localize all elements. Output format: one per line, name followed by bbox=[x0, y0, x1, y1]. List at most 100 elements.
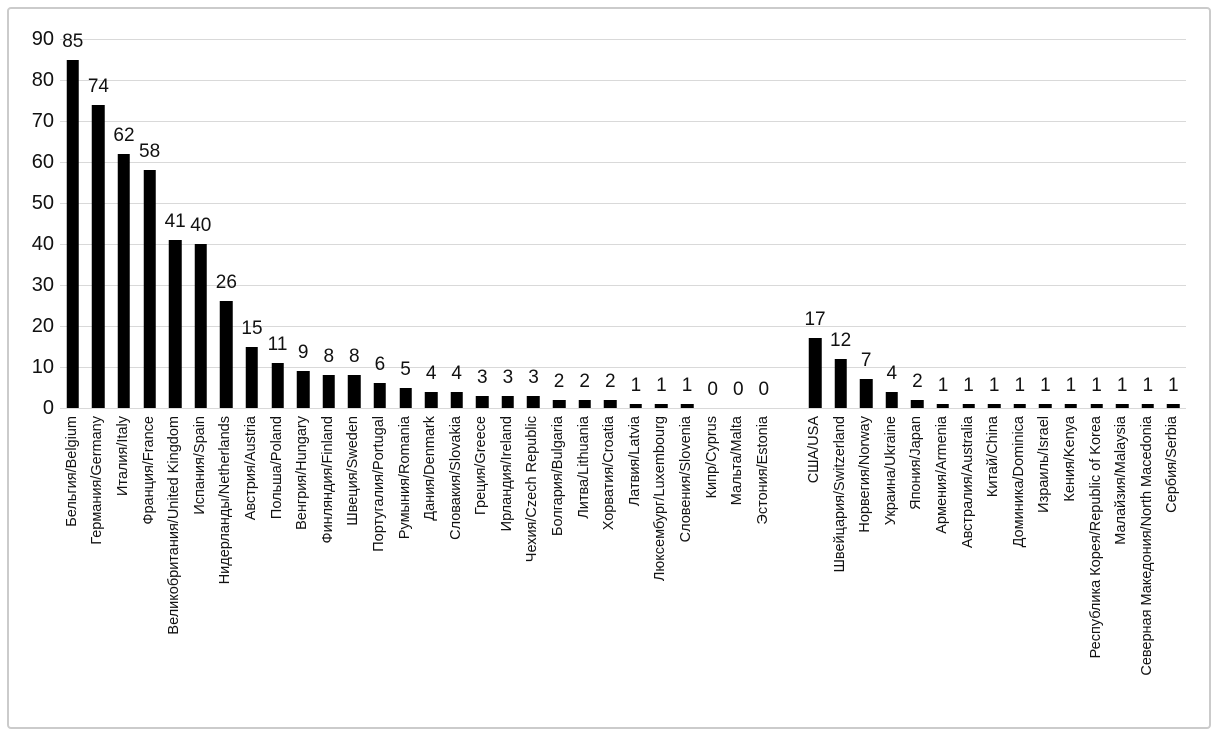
bar bbox=[143, 170, 156, 408]
category-label: Венгрия/Hungary bbox=[294, 416, 311, 530]
category-label: Греция/Greece bbox=[473, 416, 490, 516]
category-label-cell: Швеция/Sweden bbox=[342, 416, 368, 724]
bar-slot: 1 bbox=[981, 39, 1007, 408]
bar bbox=[808, 338, 822, 408]
category-label: Эстония/Estonia bbox=[754, 416, 771, 525]
bar-slot: 4 bbox=[879, 39, 905, 408]
bar-value-label: 3 bbox=[502, 366, 514, 388]
bar bbox=[245, 346, 259, 408]
category-label: Испания/Spain bbox=[191, 416, 208, 515]
bar bbox=[859, 379, 873, 408]
bar bbox=[1013, 403, 1027, 408]
bar-value-label: 0 bbox=[758, 379, 770, 400]
category-label: Финляндия/Finland bbox=[319, 416, 336, 544]
y-tick-label: 40 bbox=[31, 233, 54, 255]
bar-value-label: 2 bbox=[579, 370, 590, 392]
bar-slot: 1 bbox=[930, 39, 956, 408]
category-label: Австрия/Austria bbox=[242, 416, 259, 521]
bar-value-label: 1 bbox=[937, 374, 949, 396]
gridline-y-40 bbox=[60, 243, 1186, 245]
bar-slot: 2 bbox=[572, 39, 598, 408]
y-tick-label: 60 bbox=[31, 151, 54, 173]
bar-slot: 1 bbox=[1007, 39, 1033, 408]
category-label-cell: Япония/Japan bbox=[905, 416, 931, 724]
bar-value-label: 1 bbox=[1065, 374, 1077, 396]
category-label: Австралия/Australia bbox=[959, 416, 976, 549]
bar-slot: 12 bbox=[828, 39, 854, 408]
bar-slot: 6 bbox=[367, 39, 393, 408]
category-label: Нидерланды/Netherlands bbox=[217, 416, 234, 585]
bar-slot: 1 bbox=[1058, 39, 1084, 408]
category-label: Швейцария/Switzerland bbox=[831, 416, 848, 573]
bar-slot: 11 bbox=[265, 39, 291, 408]
bar-value-label: 1 bbox=[1040, 374, 1051, 396]
bar-slot: 8 bbox=[342, 39, 368, 408]
category-label-cell: Польша/Poland bbox=[265, 416, 291, 724]
bar-slot: 4 bbox=[418, 39, 444, 408]
bar bbox=[92, 104, 105, 408]
category-label-cell: Австралия/Australia bbox=[956, 416, 982, 724]
category-label: Кипр/Cyprus bbox=[703, 416, 720, 499]
y-tick-label: 90 bbox=[31, 28, 54, 50]
bar-value-label: 4 bbox=[886, 362, 898, 384]
bar-slot: 1 bbox=[674, 39, 700, 408]
bar bbox=[936, 403, 950, 408]
category-label: Франция/France bbox=[140, 416, 157, 525]
gridline-y-0 bbox=[60, 407, 1186, 409]
category-label-cell: Украина/Ukraine bbox=[879, 416, 905, 724]
plot-area: 85 74 62 58 41 40 26 15 11 9 8 8 6 5 4 4 3 3 3 2 2 2 1 1 1 0 0 0 17 1… bbox=[60, 31, 1186, 409]
bar-value-label: 3 bbox=[477, 366, 488, 388]
category-label: Бельгия/Belgium bbox=[63, 416, 80, 527]
bar-slot: 17 bbox=[802, 39, 828, 408]
bar bbox=[66, 59, 80, 408]
group-gap-labels bbox=[777, 416, 803, 724]
category-label-cell: Швейцария/Switzerland bbox=[828, 416, 854, 724]
category-label-cell: Румыния/Romania bbox=[393, 416, 419, 724]
category-label-cell: Латвия/Latvia bbox=[623, 416, 649, 724]
bar-value-label: 12 bbox=[830, 329, 852, 351]
bar bbox=[629, 403, 643, 408]
bar-slot: 26 bbox=[214, 39, 240, 408]
bar-slot: 4 bbox=[444, 39, 470, 408]
category-label-cell: Австрия/Austria bbox=[239, 416, 265, 724]
bar bbox=[680, 403, 694, 408]
category-label-cell: Армения/Armenia bbox=[930, 416, 956, 724]
bar-value-label: 58 bbox=[139, 141, 161, 163]
category-label-cell: Великобритания/United Kingdom bbox=[162, 416, 188, 724]
bar-slot: 2 bbox=[546, 39, 572, 408]
category-label-cell: Греция/Greece bbox=[470, 416, 496, 724]
bar-slot: 9 bbox=[290, 39, 316, 408]
bar-value-label: 1 bbox=[681, 374, 693, 396]
category-label-cell: Португалия/Portugal bbox=[367, 416, 393, 724]
category-label-cell: Франция/France bbox=[137, 416, 163, 724]
category-label-cell: Хорватия/Croatia bbox=[597, 416, 623, 724]
category-label-cell: Словакия/Slovakia bbox=[444, 416, 470, 724]
bar-slot: 74 bbox=[86, 39, 112, 408]
category-label-cell: Италия/Italy bbox=[111, 416, 137, 724]
bar-value-label: 1 bbox=[1168, 374, 1179, 396]
bar bbox=[527, 395, 540, 408]
category-label: Северная Македония/North Macedonia bbox=[1138, 416, 1155, 676]
bar-value-label: 5 bbox=[400, 358, 411, 380]
category-label: Чехия/Czech Republic bbox=[524, 416, 541, 563]
category-label-cell: Нидерланды/Netherlands bbox=[214, 416, 240, 724]
bar-value-label: 62 bbox=[113, 124, 135, 146]
bar-value-label: 85 bbox=[62, 30, 84, 52]
bar-slot: 5 bbox=[393, 39, 419, 408]
category-label-cell: Мальта/Malta bbox=[725, 416, 751, 724]
bar-value-label: 1 bbox=[1116, 374, 1128, 396]
bar bbox=[373, 383, 387, 408]
bar-value-label: 1 bbox=[1142, 374, 1154, 396]
category-label: Республика Корея/Republic of Korea bbox=[1087, 416, 1104, 659]
bar bbox=[348, 375, 361, 408]
bar bbox=[296, 371, 310, 408]
category-label: Китай/China bbox=[985, 416, 1002, 498]
category-label-cell: Дания/Denmark bbox=[418, 416, 444, 724]
category-label: Армения/Armenia bbox=[933, 416, 950, 534]
bar-value-label: 26 bbox=[215, 272, 237, 294]
y-tick-label: 10 bbox=[31, 356, 54, 378]
gridline-y-60 bbox=[60, 161, 1186, 163]
bar bbox=[220, 301, 233, 408]
category-label: Румыния/Romania bbox=[396, 416, 413, 540]
